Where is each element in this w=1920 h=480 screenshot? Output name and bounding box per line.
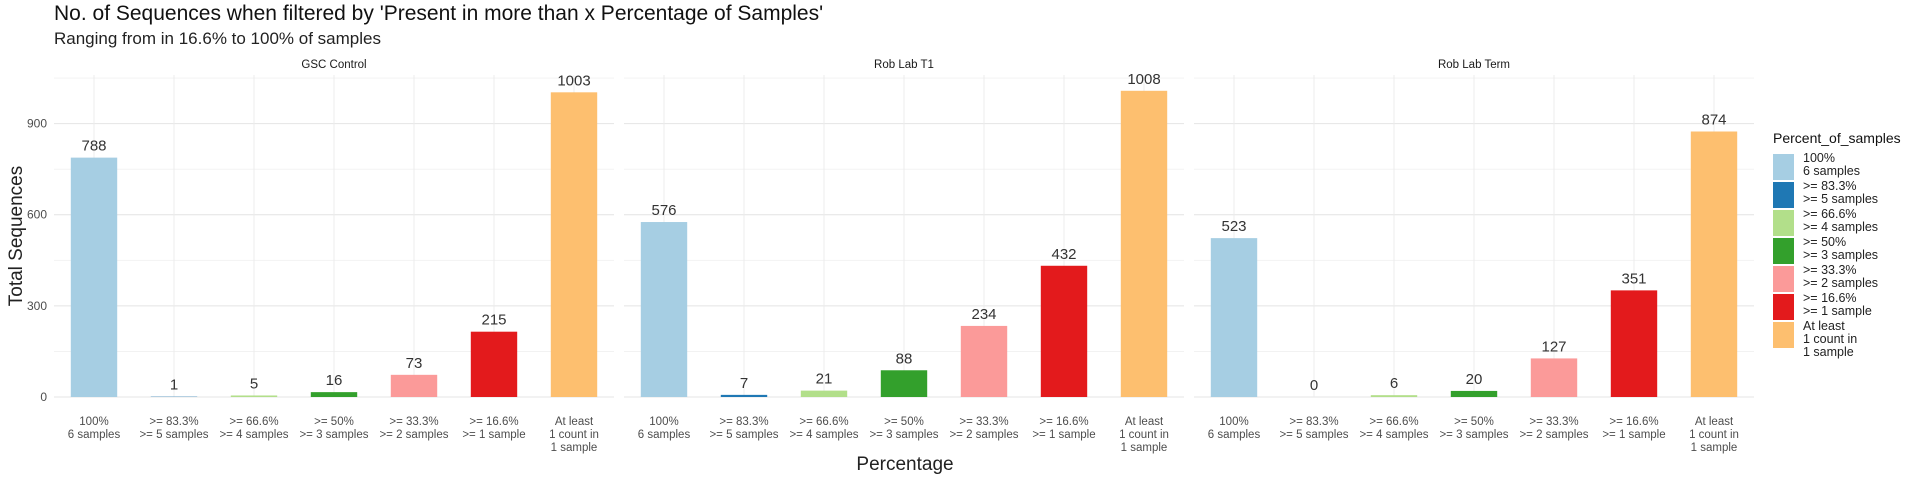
legend-item: >= 16.6% >= 1 sample bbox=[1773, 292, 1918, 320]
chart-title: No. of Sequences when filtered by 'Prese… bbox=[54, 2, 824, 25]
x-tick-label: >= 33.3% >= 2 samples bbox=[379, 416, 448, 441]
y-tick-label: 900 bbox=[27, 117, 47, 131]
bar bbox=[800, 390, 848, 397]
data-label: 0 bbox=[1310, 377, 1318, 394]
x-tick-label: 100% 6 samples bbox=[1208, 416, 1261, 441]
facet-title: GSC Control bbox=[301, 59, 366, 71]
bar bbox=[1450, 390, 1498, 397]
facet-title: Rob Lab Term bbox=[1438, 59, 1510, 71]
y-axis-label: Total Sequences bbox=[6, 166, 27, 307]
data-label: 6 bbox=[1390, 375, 1398, 392]
x-tick-label: >= 83.3% >= 5 samples bbox=[1279, 416, 1348, 441]
x-tick-label: >= 66.6% >= 4 samples bbox=[219, 416, 288, 441]
legend-label: At least 1 count in 1 sample bbox=[1803, 319, 1858, 359]
x-tick-label: >= 33.3% >= 2 samples bbox=[1519, 416, 1588, 441]
legend-swatch bbox=[1773, 294, 1794, 320]
data-label: 874 bbox=[1701, 112, 1726, 129]
y-tick-label: 0 bbox=[40, 390, 47, 404]
legend-swatch bbox=[1773, 266, 1794, 292]
facet-title: Rob Lab T1 bbox=[874, 59, 934, 71]
legend-label: >= 66.6% >= 4 samples bbox=[1803, 207, 1879, 234]
legend-label: >= 50% >= 3 samples bbox=[1803, 235, 1879, 262]
legend-label: 100% 6 samples bbox=[1803, 151, 1860, 178]
bar bbox=[230, 395, 278, 397]
chart-subtitle: Ranging from in 16.6% to 100% of samples bbox=[54, 29, 381, 48]
data-label: 73 bbox=[406, 355, 423, 372]
x-tick-label: >= 50% >= 3 samples bbox=[869, 416, 938, 441]
legend-swatch bbox=[1773, 210, 1794, 236]
bar bbox=[720, 394, 768, 397]
data-label: 1 bbox=[170, 377, 178, 394]
x-tick-label: >= 50% >= 3 samples bbox=[299, 416, 368, 441]
y-tick-label: 300 bbox=[27, 299, 47, 313]
data-label: 215 bbox=[481, 312, 506, 329]
legend-label: >= 16.6% >= 1 sample bbox=[1803, 291, 1872, 318]
data-label: 16 bbox=[326, 372, 343, 389]
legend-label: >= 33.3% >= 2 samples bbox=[1803, 263, 1879, 290]
x-tick-label: >= 83.3% >= 5 samples bbox=[709, 416, 778, 441]
bar bbox=[470, 331, 518, 397]
x-tick-label: >= 16.6% >= 1 sample bbox=[462, 416, 525, 441]
x-tick-label: >= 66.6% >= 4 samples bbox=[1359, 416, 1428, 441]
x-tick-label: At least 1 count in 1 sample bbox=[1119, 416, 1169, 454]
x-tick-label: At least 1 count in 1 sample bbox=[549, 416, 599, 454]
y-tick-label: 600 bbox=[27, 208, 47, 222]
data-label: 432 bbox=[1051, 246, 1076, 263]
data-label: 576 bbox=[651, 202, 676, 219]
data-label: 351 bbox=[1621, 270, 1646, 287]
x-tick-label: >= 16.6% >= 1 sample bbox=[1032, 416, 1095, 441]
bar bbox=[550, 92, 598, 397]
bar bbox=[390, 374, 438, 397]
bar bbox=[1040, 265, 1088, 397]
data-label: 234 bbox=[971, 306, 996, 323]
data-label: 1008 bbox=[1127, 71, 1160, 88]
bar bbox=[1370, 395, 1418, 397]
legend-item: >= 50% >= 3 samples bbox=[1773, 236, 1918, 264]
bar bbox=[70, 157, 118, 397]
x-tick-label: >= 16.6% >= 1 sample bbox=[1602, 416, 1665, 441]
legend-item: 100% 6 samples bbox=[1773, 152, 1918, 180]
x-tick-label: >= 50% >= 3 samples bbox=[1439, 416, 1508, 441]
legend-item: At least 1 count in 1 sample bbox=[1773, 320, 1918, 359]
bar bbox=[1690, 131, 1738, 397]
x-tick-label: >= 66.6% >= 4 samples bbox=[789, 416, 858, 441]
legend-label: >= 83.3% >= 5 samples bbox=[1803, 179, 1879, 206]
data-label: 21 bbox=[816, 371, 833, 388]
legend-swatch bbox=[1773, 238, 1794, 264]
data-label: 788 bbox=[81, 138, 106, 155]
data-label: 523 bbox=[1221, 218, 1246, 235]
x-tick-label: >= 33.3% >= 2 samples bbox=[949, 416, 1018, 441]
legend-title: Percent_of_samples bbox=[1773, 130, 1901, 146]
legend-item: >= 33.3% >= 2 samples bbox=[1773, 264, 1918, 292]
data-label: 7 bbox=[740, 375, 748, 392]
legend: Percent_of_samples 100% 6 samples >= 83.3… bbox=[1773, 130, 1918, 359]
data-label: 127 bbox=[1541, 338, 1566, 355]
data-label: 88 bbox=[896, 350, 913, 367]
legend-swatch bbox=[1773, 182, 1794, 208]
x-axis-label: Percentage bbox=[856, 454, 953, 475]
x-tick-label: 100% 6 samples bbox=[68, 416, 121, 441]
legend-item: >= 66.6% >= 4 samples bbox=[1773, 208, 1918, 236]
bar bbox=[1210, 238, 1258, 397]
faceted-bar-chart: Total Sequences 0 300 600 900 Percentage GSC C… bbox=[6, 59, 1754, 475]
data-label: 5 bbox=[250, 375, 258, 392]
legend-swatch bbox=[1773, 322, 1794, 348]
bar bbox=[310, 392, 358, 397]
bar bbox=[1530, 358, 1578, 397]
x-tick-label: 100% 6 samples bbox=[638, 416, 691, 441]
bar bbox=[960, 325, 1008, 397]
bar bbox=[880, 370, 928, 397]
bar bbox=[640, 222, 688, 397]
bar bbox=[1120, 90, 1168, 397]
bar bbox=[1610, 290, 1658, 397]
legend-item: >= 83.3% >= 5 samples bbox=[1773, 180, 1918, 208]
data-label: 1003 bbox=[557, 72, 590, 89]
x-tick-label: At least 1 count in 1 sample bbox=[1689, 416, 1739, 454]
legend-swatch bbox=[1773, 154, 1794, 180]
x-tick-label: >= 83.3% >= 5 samples bbox=[139, 416, 208, 441]
data-label: 20 bbox=[1466, 371, 1483, 388]
